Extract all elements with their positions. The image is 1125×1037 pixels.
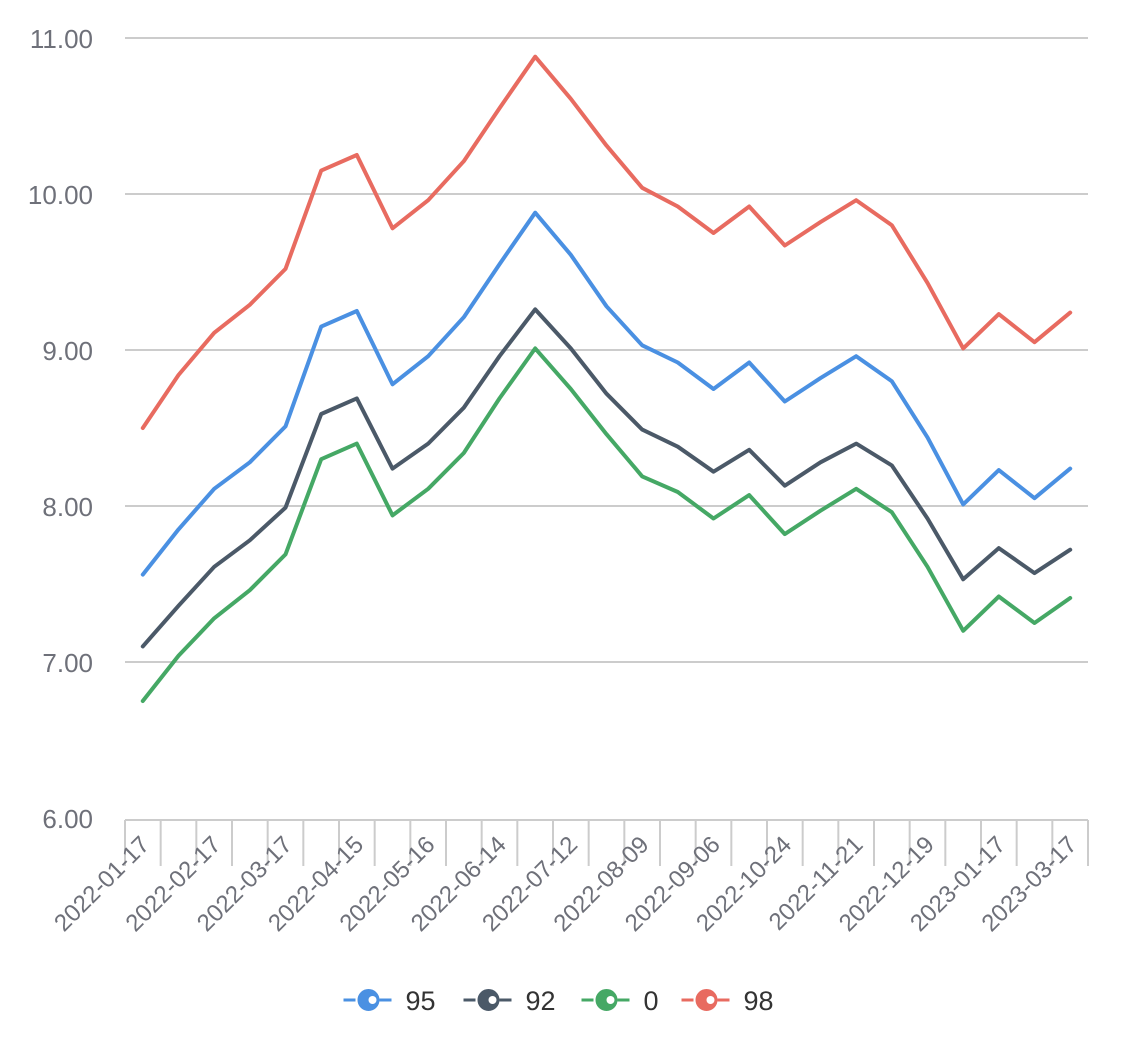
x-axis-labels: 2022-01-172022-02-172022-03-172022-04-15… [49, 831, 1082, 937]
legend-marker-hole [368, 996, 377, 1004]
legend-item-92[interactable]: 92 [463, 986, 556, 1016]
legend-marker-hole [706, 996, 715, 1004]
legend-item-98[interactable]: 98 [681, 986, 774, 1016]
y-tick-label: 7.00 [42, 648, 93, 678]
legend-item-0[interactable]: 0 [581, 986, 659, 1016]
y-tick-label: 6.00 [42, 804, 93, 834]
series-line-95 [140, 210, 1073, 577]
y-tick-label: 11.00 [30, 24, 93, 54]
legend-marker-hole [488, 996, 497, 1004]
legend-label: 98 [744, 986, 774, 1016]
legend-label: 92 [526, 986, 556, 1016]
legend[interactable]: 95 92 0 98 [343, 986, 774, 1016]
legend-label: 0 [644, 986, 659, 1016]
series-line-98 [140, 54, 1073, 430]
legend-item-95[interactable]: 95 [343, 986, 436, 1016]
x-axis [124, 819, 1089, 866]
series-lines [140, 54, 1073, 703]
y-tick-label: 10.00 [28, 180, 93, 210]
series-line-0 [140, 346, 1073, 703]
legend-marker-hole [606, 996, 615, 1004]
series-line-92 [140, 307, 1073, 649]
y-axis-labels: 6.00 7.00 8.00 9.00 10.00 11.00 [28, 24, 93, 834]
legend-label: 95 [406, 986, 436, 1016]
y-tick-label: 9.00 [42, 336, 93, 366]
y-tick-label: 8.00 [42, 492, 93, 522]
